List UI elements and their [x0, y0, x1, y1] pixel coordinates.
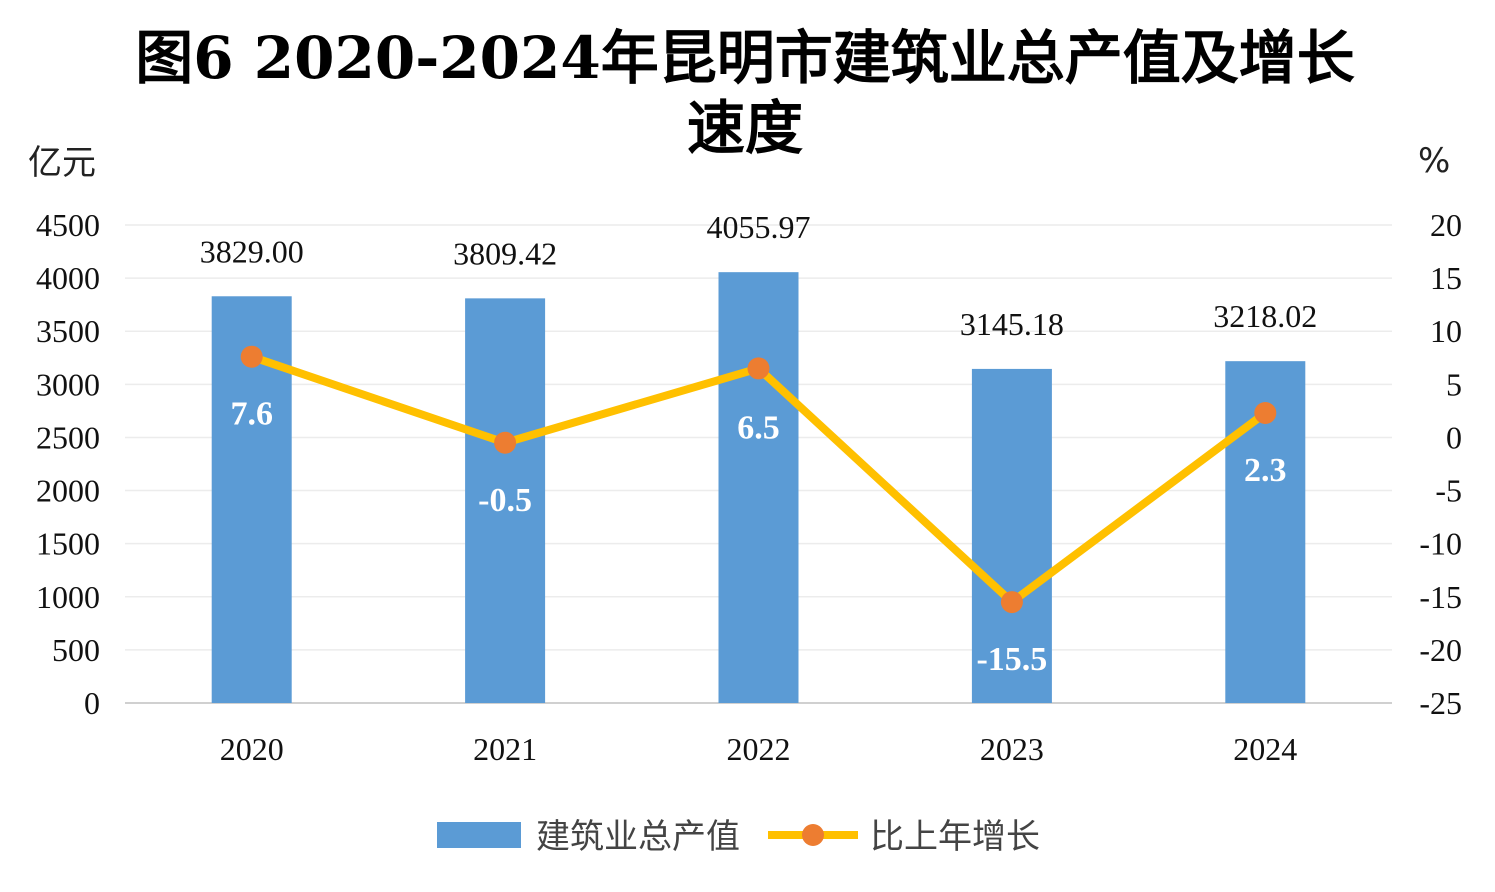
- line-value-label: 7.6: [230, 396, 273, 433]
- bar: [465, 298, 546, 703]
- y-left-tick-label: 500: [52, 632, 100, 668]
- y-left-tick-label: 0: [84, 685, 100, 721]
- line-point: [747, 357, 770, 380]
- bar: [718, 272, 799, 703]
- line-value-labels: 7.6 -0.5 6.5 -15.5 2.3: [230, 396, 1286, 678]
- y-axis-right-label: %: [1418, 141, 1450, 181]
- line-value-label: 6.5: [737, 409, 780, 446]
- legend: 建筑业总产值 比上年增长: [437, 817, 1040, 857]
- bar-series: [211, 272, 1306, 703]
- bar-value-label: 3145.18: [960, 306, 1064, 342]
- line-value-label: 2.3: [1244, 452, 1287, 489]
- bar-value-label: 3809.42: [453, 235, 557, 271]
- y-right-tick-label: 15: [1430, 260, 1462, 296]
- x-tick-label: 2022: [727, 731, 791, 767]
- chart-title-line1: 图6 2020-2024年昆明市建筑业总产值及增长: [135, 24, 1354, 92]
- y-left-tick-label: 2500: [36, 419, 100, 455]
- y-left-tick-label: 4500: [36, 207, 100, 243]
- y-axis-left-label: 亿元: [28, 143, 96, 183]
- y-left-tick-label: 3500: [36, 313, 100, 349]
- x-tick-label: 2023: [980, 731, 1044, 767]
- x-tick-label: 2024: [1233, 731, 1297, 767]
- y-right-tick-label: -20: [1419, 632, 1462, 668]
- bar-value-label: 3829.00: [200, 233, 304, 269]
- y-right-tick-label: 10: [1430, 313, 1462, 349]
- y-axis-right-ticks: -25 -20 -15 -10 -5 0 5 10 15 20: [1419, 207, 1462, 721]
- y-right-tick-label: -10: [1419, 526, 1462, 562]
- y-right-tick-label: -25: [1419, 685, 1462, 721]
- x-axis-ticks: 2020 2021 2022 2023 2024: [220, 731, 1298, 767]
- y-right-tick-label: -15: [1419, 579, 1462, 615]
- y-left-tick-label: 3000: [36, 366, 100, 402]
- y-left-tick-label: 1000: [36, 579, 100, 615]
- chart-title: 图6 2020-2024年昆明市建筑业总产值及增长 速度: [135, 24, 1354, 162]
- chart-title-line2: 速度: [687, 94, 803, 162]
- bar-value-label: 3218.02: [1213, 298, 1317, 334]
- x-tick-label: 2020: [220, 731, 284, 767]
- x-tick-label: 2021: [473, 731, 537, 767]
- y-left-tick-label: 4000: [36, 260, 100, 296]
- y-left-tick-label: 2000: [36, 473, 100, 509]
- line-point: [1254, 402, 1277, 425]
- y-right-tick-label: 0: [1446, 419, 1462, 455]
- y-axis-left-ticks: 0 500 1000 1500 2000 2500 3000 3500 4000 4500: [36, 207, 100, 721]
- legend-bar-label: 建筑业总产值: [536, 817, 740, 857]
- legend-bar-swatch: [437, 822, 521, 848]
- y-right-tick-label: -5: [1435, 473, 1462, 509]
- line-value-label: -15.5: [976, 641, 1047, 678]
- line-point: [1000, 591, 1023, 614]
- line-value-label: -0.5: [478, 482, 532, 519]
- bar-value-label: 4055.97: [707, 209, 811, 245]
- line-point: [494, 431, 517, 454]
- legend-line-label: 比上年增长: [870, 817, 1040, 857]
- y-left-tick-label: 1500: [36, 526, 100, 562]
- y-right-tick-label: 20: [1430, 207, 1462, 243]
- line-point: [240, 345, 263, 368]
- y-right-tick-label: 5: [1446, 366, 1462, 402]
- line-series: [240, 345, 1277, 614]
- bar-value-labels: 3829.00 3809.42 4055.97 3145.18 3218.02: [200, 209, 1318, 342]
- legend-line-marker: [802, 824, 824, 846]
- bar: [971, 368, 1052, 703]
